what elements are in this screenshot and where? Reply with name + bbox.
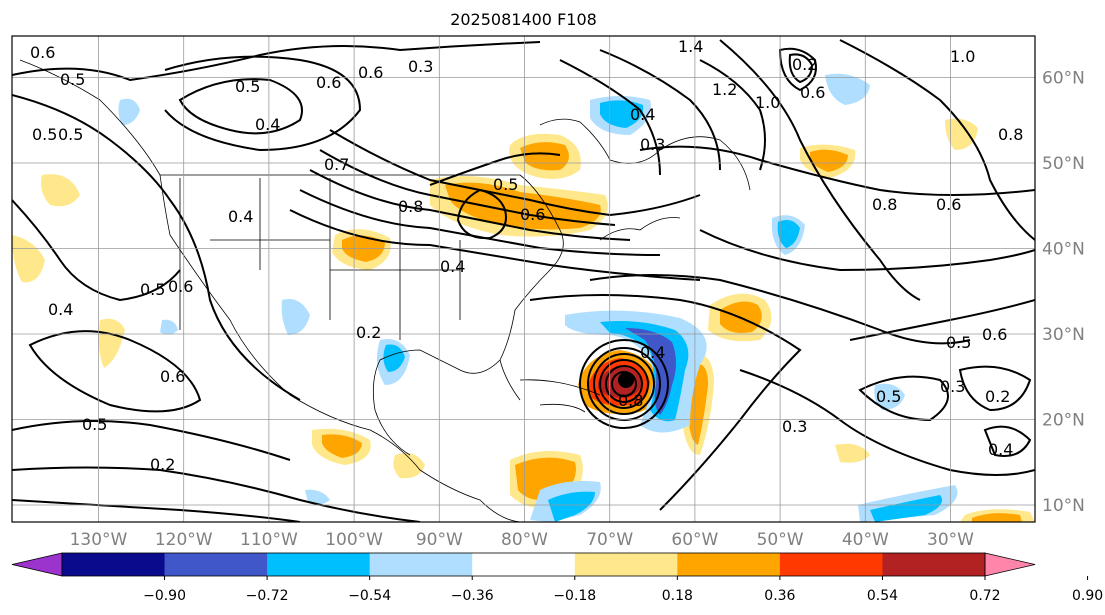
contour-label: 1.2 [712, 80, 737, 99]
longitude-label: 70°W [586, 530, 633, 550]
contour-label: 0.2 [792, 55, 817, 74]
contour-label: 0.2 [985, 387, 1010, 406]
colorbar-segment [369, 553, 473, 576]
storm-center-marker [618, 372, 634, 388]
contour-label: 0.6 [358, 63, 383, 82]
colorbar-segment [882, 553, 986, 576]
latitude-label: 40°N [1042, 240, 1085, 260]
colorbar-tick-label: 0.90 [1072, 588, 1103, 604]
contour-label: 0.6 [316, 73, 341, 92]
contour-label: 0.2 [150, 455, 175, 474]
contour-label: 0.5 [876, 387, 901, 406]
colorbar-tick-labels: −0.90 −0.72 −0.54 −0.36 −0.18 0.18 0.36 0.54 0.7… [143, 576, 1103, 604]
colorbar-tick-label: 0.18 [662, 588, 693, 604]
latitude-label: 50°N [1042, 154, 1085, 174]
contour-label: 0.6 [30, 43, 55, 62]
latitude-label: 20°N [1042, 411, 1085, 431]
contour-label: 0.6 [800, 83, 825, 102]
colorbar-segment [62, 553, 166, 576]
colorbar-segment [677, 553, 781, 576]
longitude-label: 120°W [155, 530, 213, 550]
contour-label: 0.7 [324, 155, 349, 174]
contour-label-layer: 0.6 0.5 0.5 0.4 0.6 0.3 0.6 0.7 1.0 1.4 … [30, 37, 1023, 474]
contour-label: 0.3 [940, 377, 965, 396]
colorbar-tick-label: −0.54 [348, 588, 391, 604]
contour-label: 0.4 [988, 440, 1013, 459]
contour-label: 0.5 [60, 70, 85, 89]
contour-label: 0.3 [782, 417, 807, 436]
contour-label: 0.5 [140, 280, 165, 299]
colorbar-extend-high [984, 552, 1036, 577]
contour-label: 0.4 [228, 207, 253, 226]
contour-label: 0.5 [946, 333, 971, 352]
contour-label: 0.8 [398, 197, 423, 216]
contour-label: 0.2 [356, 323, 381, 342]
contour-label: 0.5 [493, 175, 518, 194]
longitude-labels: 130°W 120°W 110°W 100°W 90°W 80°W 70°W 60°W 50°W… [70, 530, 975, 550]
contour-label: 0.6 [520, 205, 545, 224]
latitude-labels: 60°N 50°N 40°N 30°N 20°N 10°N [1042, 69, 1085, 517]
map-title: 2025081400 F108 [450, 10, 597, 29]
contour-label: 0.4 [630, 105, 655, 124]
colorbar [11, 552, 1036, 577]
coastlines [19, 59, 751, 522]
latitude-label: 60°N [1042, 69, 1085, 89]
longitude-label: 80°W [501, 530, 548, 550]
contour-label: 0.4 [640, 343, 665, 362]
contour-lines [12, 39, 1035, 522]
longitude-label: 30°W [927, 530, 974, 550]
longitude-label: 40°W [842, 530, 889, 550]
longitude-label: 110°W [240, 530, 298, 550]
map-plot-area: 0.6 0.5 0.5 0.4 0.6 0.3 0.6 0.7 1.0 1.4 … [12, 36, 1035, 522]
colorbar-segment [267, 553, 371, 576]
longitude-label: 50°W [757, 530, 804, 550]
colorbar-tick-label: −0.72 [246, 588, 289, 604]
contour-label: 0.4 [255, 115, 280, 134]
colorbar-segment [574, 553, 678, 576]
colorbar-extend-low [11, 552, 63, 577]
colorbar-outline [61, 552, 986, 577]
contour-label: 0.6 [982, 325, 1007, 344]
contour-label: 1.0 [755, 93, 780, 112]
longitude-label: 60°W [671, 530, 718, 550]
latitude-label: 10°N [1042, 496, 1085, 516]
contour-label: 0.5 [58, 125, 83, 144]
longitude-label: 130°W [70, 530, 128, 550]
contour-label: 1.4 [678, 37, 703, 56]
longitude-label: 100°W [325, 530, 383, 550]
colorbar-segment [472, 553, 576, 576]
longitude-label: 90°W [416, 530, 463, 550]
colorbar-tick-label: 0.36 [764, 588, 795, 604]
contour-label: 0.5 [82, 415, 107, 434]
contour-label: 0.6 [936, 195, 961, 214]
colorbar-tick-label: −0.18 [553, 588, 596, 604]
colorbar-tick-label: −0.90 [143, 588, 186, 604]
latitude-label: 30°N [1042, 325, 1085, 345]
map-frame [11, 35, 1036, 523]
colorbar-tick-label: −0.36 [451, 588, 494, 604]
shaded-anomalies [12, 73, 1035, 522]
contour-label: 0.6 [160, 367, 185, 386]
contour-label: 0.4 [440, 257, 465, 276]
colorbar-tick-label: 0.72 [969, 588, 1000, 604]
colorbar-segment [164, 553, 268, 576]
colorbar-tick-label: 0.54 [867, 588, 898, 604]
contour-label: 0.3 [640, 135, 665, 154]
contour-label: 0.5 [235, 77, 260, 96]
contour-label: 1.0 [950, 47, 975, 66]
contour-label: 0.8 [618, 391, 643, 410]
contour-label: 0.6 [168, 277, 193, 296]
contour-label: 0.8 [998, 125, 1023, 144]
contour-label: 0.4 [48, 300, 73, 319]
gridlines [12, 36, 1035, 522]
contour-label: 0.5 [32, 125, 57, 144]
contour-label: 0.8 [872, 195, 897, 214]
contour-label: 0.3 [408, 57, 433, 76]
colorbar-segment [779, 553, 883, 576]
